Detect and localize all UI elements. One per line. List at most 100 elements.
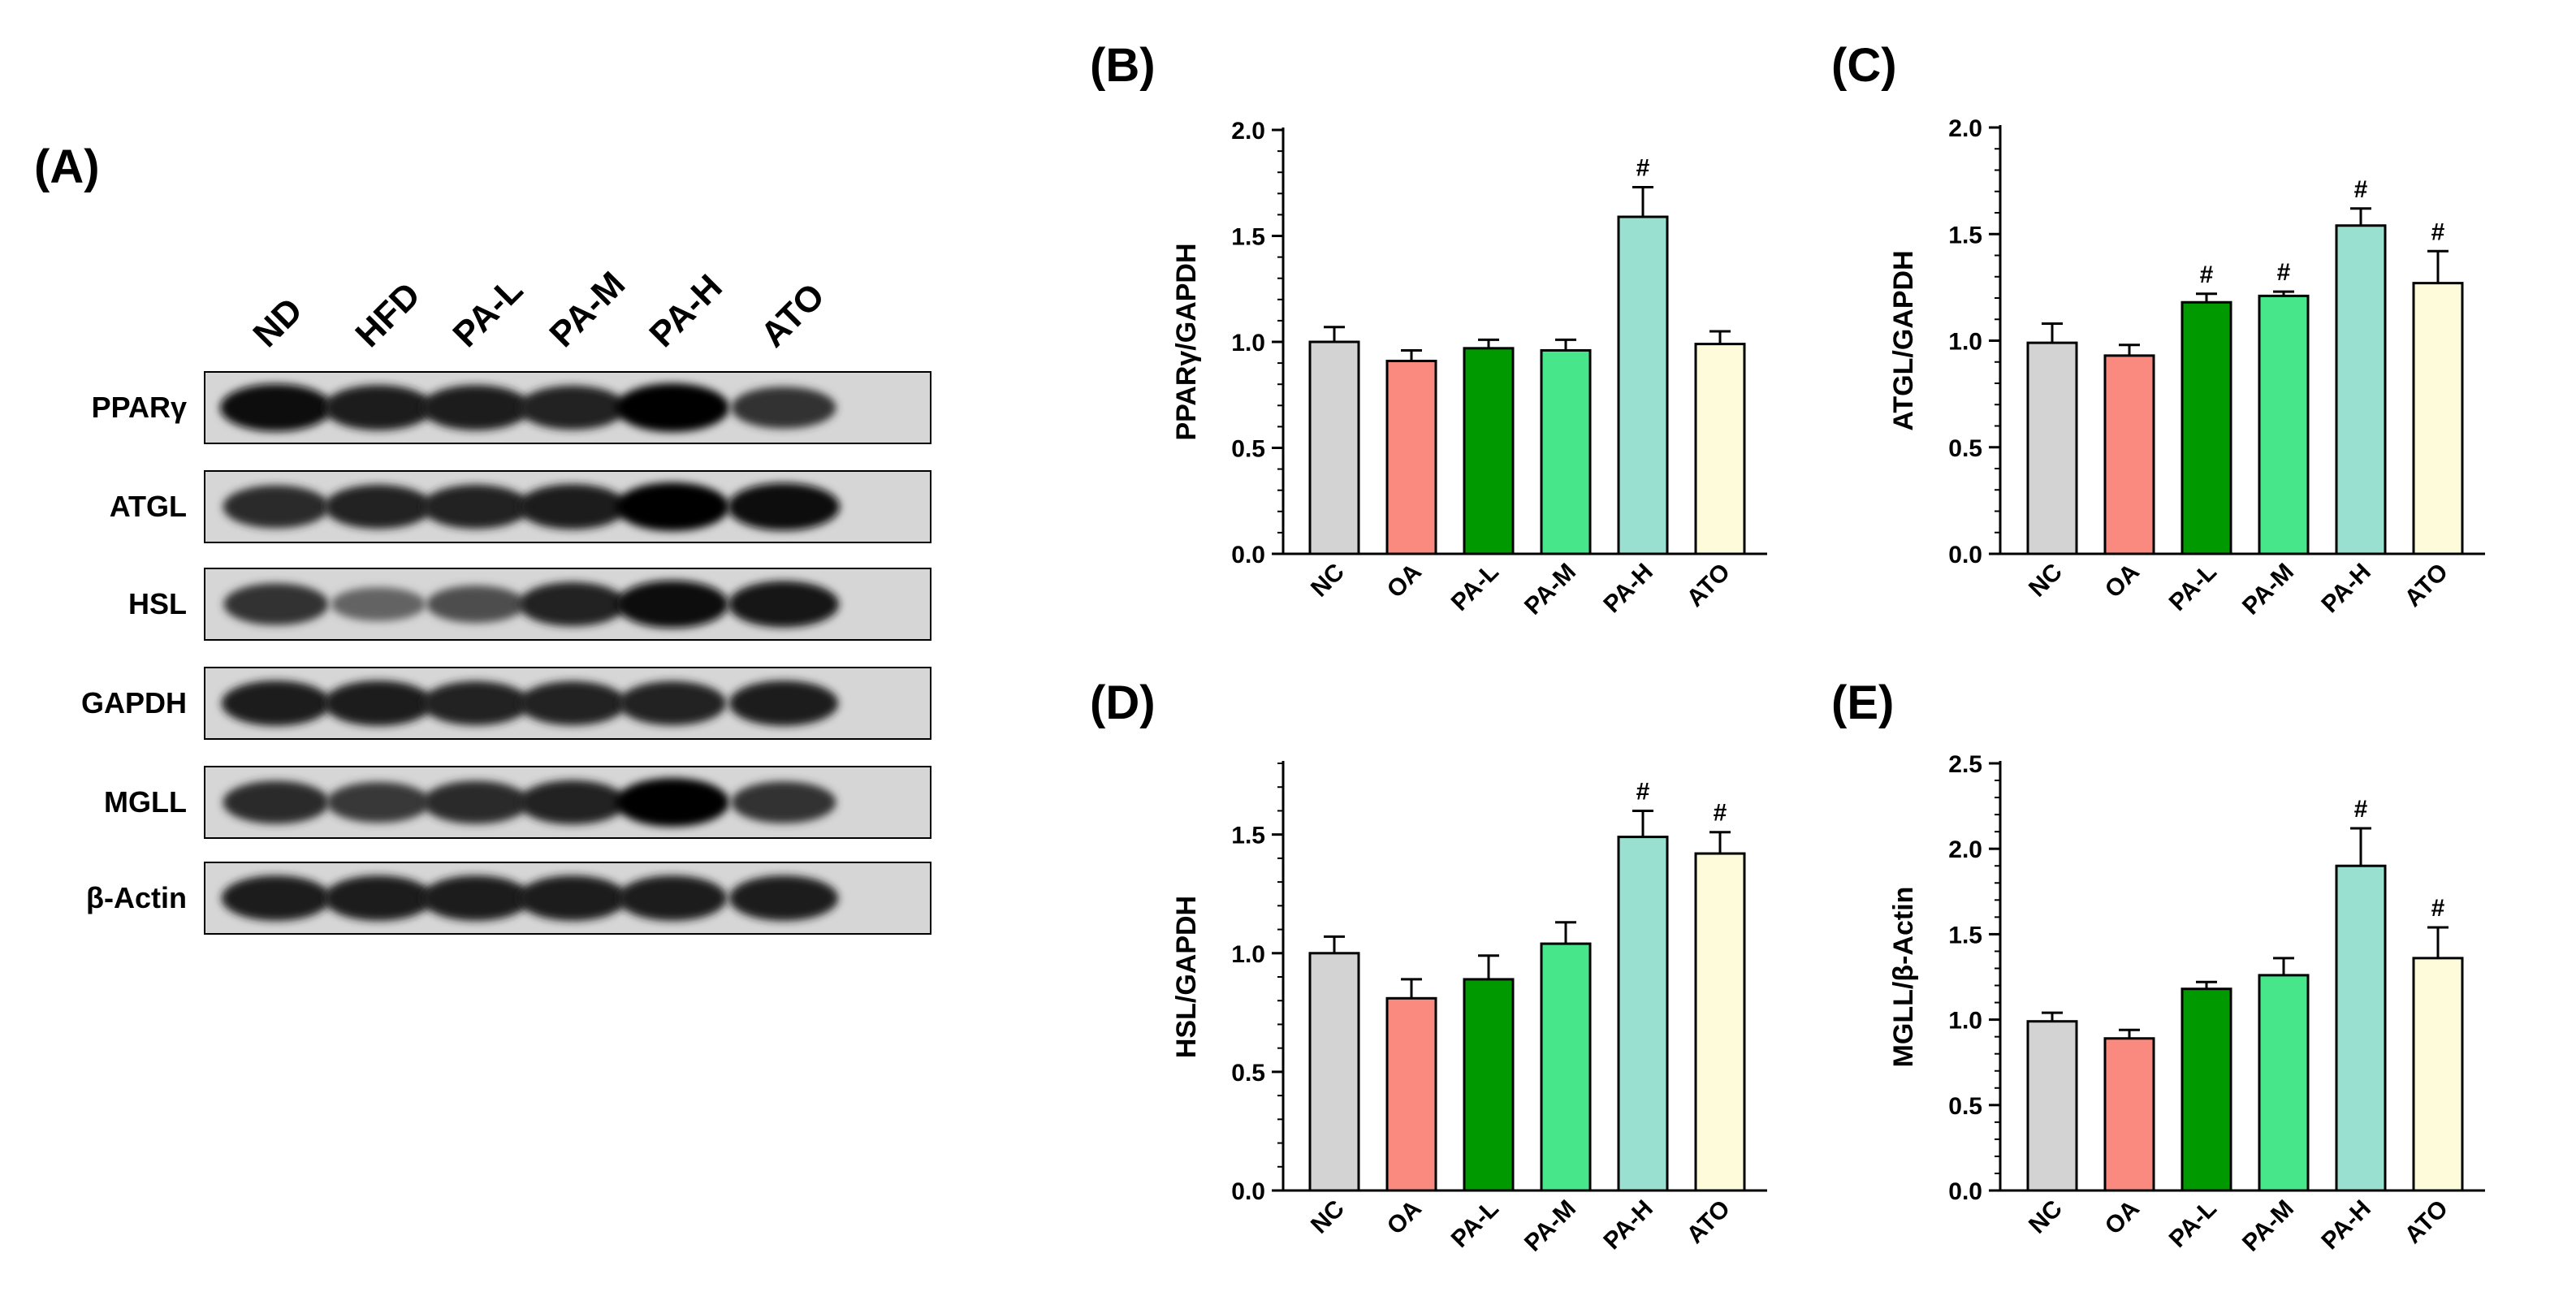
bar	[2181, 987, 2232, 1192]
blot-band	[731, 387, 836, 429]
x-tick-label: PA-M	[2237, 559, 2299, 620]
blot-label: ATGL	[110, 490, 187, 523]
lane-label: ND	[245, 290, 310, 355]
y-tick-label: 1.0	[1948, 329, 1982, 356]
x-tick-label: PA-H	[2316, 1195, 2376, 1255]
blot-band	[421, 681, 530, 726]
bar	[1540, 942, 1592, 1192]
blot-band	[323, 385, 434, 430]
x-tick-label: NC	[1306, 559, 1350, 603]
x-tick-label: ATO	[1682, 559, 1735, 612]
lane-label: PA-H	[642, 267, 729, 355]
x-tick-label: PA-H	[1598, 559, 1658, 619]
blot-band	[426, 586, 525, 623]
y-tick-label: 0.5	[1948, 435, 1982, 462]
y-tick-label: 0.0	[1231, 1178, 1265, 1205]
blot-band	[221, 875, 331, 921]
x-tick-label: PA-H	[2316, 559, 2376, 619]
x-tick-label: NC	[2024, 1195, 2068, 1239]
bar	[2103, 354, 2155, 555]
blot-band	[727, 482, 841, 531]
blot-band	[518, 780, 627, 825]
chart-d-hsl: (D) HSL/GAPDH NC OA PA-L PA-M # PA-H # ATO 0.0 0.5 1…	[1090, 676, 1767, 1257]
x-tick-label: OA	[1382, 559, 1427, 603]
chart-c-atgl: (C) ATGL/GAPDH NC OA # PA-L # PA-M # PA-H # ATO 0.0 0…	[1831, 39, 2485, 620]
x-tick-label: OA	[1382, 1195, 1427, 1240]
bar	[2335, 864, 2387, 1192]
chart-b-ppar-gamma: (B) PPARγ/GAPDH NC OA PA-L PA-M # PA-H ATO 0.0 0.5…	[1090, 39, 1767, 620]
y-tick-label: 0.0	[1231, 542, 1265, 568]
chart-e-mgll: (E) MGLL/β-Actin NC OA PA-L PA-M # PA-H # ATO 0.0 0…	[1831, 676, 2485, 1257]
blot-band	[728, 581, 840, 628]
blot-band	[421, 385, 531, 430]
significance-marker: #	[2277, 259, 2291, 286]
significance-marker: #	[2200, 261, 2214, 288]
panel-label: (C)	[1831, 39, 1897, 92]
y-tick-label: 0.5	[1231, 436, 1265, 463]
x-tick-label: PA-M	[2237, 1195, 2299, 1257]
blot-band	[728, 681, 839, 726]
y-axis-label: MGLL/β-Actin	[1888, 887, 1919, 1068]
panel-label: (B)	[1090, 39, 1156, 92]
bar	[1463, 347, 1515, 555]
panel-label: (D)	[1090, 676, 1156, 729]
blot-band	[618, 681, 727, 726]
blot-band	[223, 583, 329, 625]
bar	[2181, 300, 2232, 555]
bar	[2026, 1020, 2078, 1192]
bar	[1308, 340, 1360, 555]
blot-label: HSL	[128, 587, 187, 620]
x-tick-label: PA-L	[1446, 559, 1504, 616]
bar	[1385, 359, 1437, 555]
blot-label: MGLL	[104, 785, 187, 819]
bar	[2258, 294, 2310, 555]
blot-band	[518, 581, 627, 627]
blot-label: PPARγ	[92, 391, 187, 424]
blot-band	[616, 383, 729, 432]
lane-label: PA-L	[445, 270, 530, 355]
blot-band	[616, 778, 729, 827]
y-tick-label: 0.5	[1231, 1060, 1265, 1087]
y-tick-label: 2.0	[1231, 118, 1265, 145]
x-tick-label: ATO	[2400, 559, 2453, 612]
blot-band	[221, 681, 331, 726]
panel-label: (E)	[1831, 676, 1894, 729]
blot-band	[326, 781, 430, 823]
panel-label-a: (A)	[34, 140, 100, 193]
significance-marker: #	[2431, 218, 2445, 245]
western-blot-panel: (A) ND HFD PA-L PA-M PA-H ATO PPARγ ATGL HSL GAPD…	[34, 140, 931, 935]
x-tick-label: PA-L	[2164, 1195, 2222, 1253]
y-tick-label: 2.0	[1948, 836, 1982, 863]
blot-band	[223, 780, 330, 824]
x-tick-label: ATO	[2400, 1195, 2453, 1249]
lane-label: ATO	[753, 276, 832, 355]
y-axis-label: ATGL/GAPDH	[1888, 250, 1919, 430]
bar	[1694, 852, 1746, 1192]
y-tick-label: 1.5	[1948, 922, 1982, 949]
significance-marker: #	[1636, 778, 1650, 805]
blot-band	[324, 484, 433, 529]
blot-band	[517, 875, 628, 921]
y-tick-label: 1.5	[1231, 823, 1265, 849]
blot-band	[421, 484, 530, 529]
y-tick-label: 1.5	[1231, 224, 1265, 251]
x-tick-label: PA-L	[1446, 1195, 1504, 1253]
bar	[1694, 343, 1746, 555]
x-tick-label: PA-L	[2164, 559, 2222, 616]
x-tick-label: ATO	[1682, 1195, 1735, 1249]
blot-label: GAPDH	[81, 686, 187, 719]
significance-marker: #	[1636, 154, 1650, 181]
significance-marker: #	[2354, 176, 2368, 203]
bar	[2026, 341, 2078, 555]
blot-band	[517, 484, 628, 529]
blot-band	[323, 875, 434, 921]
y-tick-label: 1.0	[1231, 330, 1265, 356]
blot-band	[616, 580, 729, 629]
bar	[2103, 1037, 2155, 1192]
y-tick-label: 1.0	[1948, 1008, 1982, 1035]
x-tick-label: NC	[2024, 559, 2068, 603]
lane-label: PA-M	[542, 264, 633, 355]
blot-band	[616, 482, 729, 531]
blot-band	[518, 385, 627, 430]
blot-band	[422, 780, 529, 824]
